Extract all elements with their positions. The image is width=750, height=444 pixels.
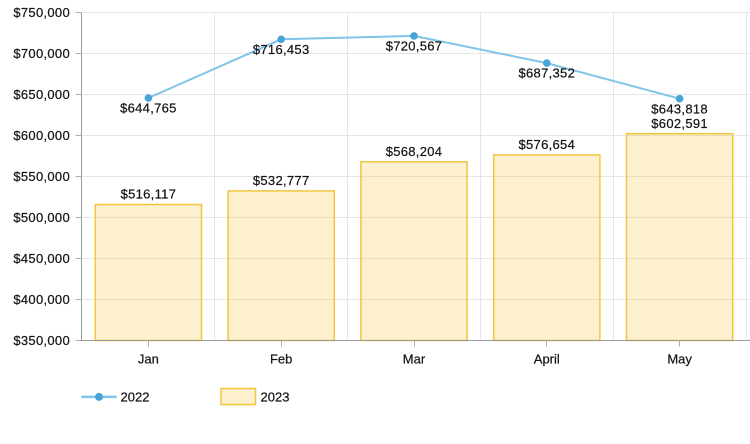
svg-text:$687,352: $687,352 <box>518 66 575 81</box>
svg-text:$400,000: $400,000 <box>13 292 70 307</box>
svg-text:May: May <box>667 352 692 367</box>
svg-text:$532,777: $532,777 <box>253 173 310 188</box>
svg-text:$602,591: $602,591 <box>651 116 708 131</box>
svg-text:$550,000: $550,000 <box>13 169 70 184</box>
svg-text:$350,000: $350,000 <box>13 333 70 348</box>
svg-text:$500,000: $500,000 <box>13 210 70 225</box>
svg-text:$450,000: $450,000 <box>13 251 70 266</box>
svg-text:$576,654: $576,654 <box>518 137 575 152</box>
svg-text:April: April <box>534 352 560 367</box>
svg-text:$650,000: $650,000 <box>13 87 70 102</box>
svg-text:2023: 2023 <box>261 390 290 405</box>
svg-text:$644,765: $644,765 <box>120 101 177 116</box>
svg-text:$600,000: $600,000 <box>13 128 70 143</box>
svg-text:Feb: Feb <box>270 352 292 367</box>
svg-text:$568,204: $568,204 <box>386 144 443 159</box>
svg-text:2022: 2022 <box>121 390 150 405</box>
svg-text:Mar: Mar <box>403 352 426 367</box>
svg-text:$516,117: $516,117 <box>121 187 177 202</box>
svg-text:$700,000: $700,000 <box>13 46 70 61</box>
svg-text:$750,000: $750,000 <box>13 5 70 20</box>
svg-text:Jan: Jan <box>138 352 159 367</box>
svg-text:$720,567: $720,567 <box>386 39 443 54</box>
svg-text:$716,453: $716,453 <box>253 42 310 57</box>
svg-text:$643,818: $643,818 <box>651 101 708 116</box>
